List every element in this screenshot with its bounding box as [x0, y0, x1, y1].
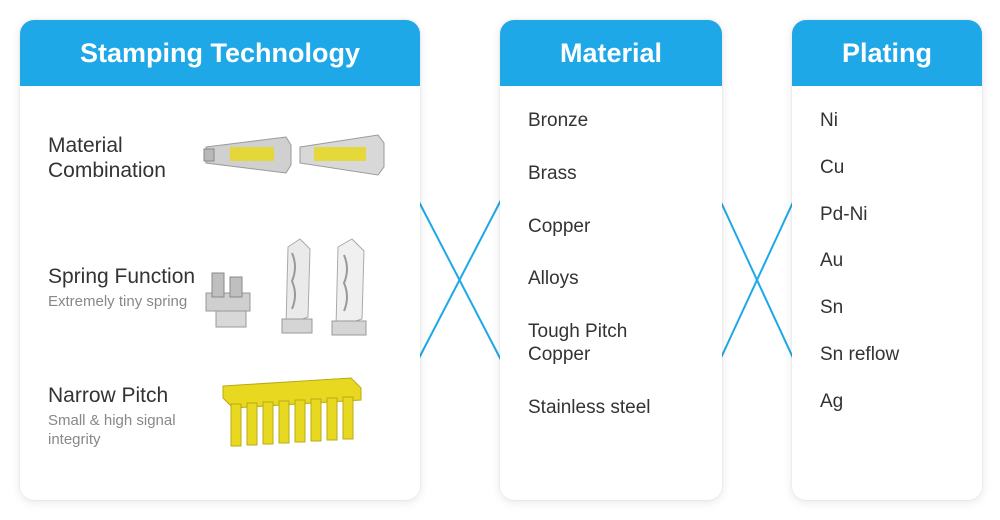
- material-title: Material: [560, 38, 662, 69]
- list-item: Brass: [528, 163, 694, 186]
- material-list: Bronze Brass Copper Alloys Tough Pitch C…: [528, 110, 694, 420]
- terminal-pair-icon: [198, 110, 392, 210]
- stamping-row-text: Spring Function Extremely tiny spring: [48, 264, 198, 312]
- stamping-row-text: Material Combination: [48, 133, 198, 187]
- row-subtitle: Small & high signal integrity: [48, 412, 198, 450]
- material-header: Material: [500, 20, 722, 86]
- list-item: Ni: [820, 110, 954, 133]
- list-item: Sn reflow: [820, 344, 954, 367]
- cross-connector-1: [418, 200, 501, 360]
- infographic-layout: Stamping Technology Material Combination: [20, 20, 980, 500]
- cross-connector-2: [720, 200, 794, 360]
- stamping-row-material-combination: Material Combination: [48, 110, 392, 210]
- stamping-row-text: Narrow Pitch Small & high signal integri…: [48, 383, 198, 450]
- list-item: Ag: [820, 391, 954, 414]
- pitch-comb-icon: [198, 366, 392, 466]
- stamping-title: Stamping Technology: [80, 38, 360, 69]
- plating-list: Ni Cu Pd-Ni Au Sn Sn reflow Ag: [820, 110, 954, 414]
- stamping-row-narrow-pitch: Narrow Pitch Small & high signal integri…: [48, 366, 392, 466]
- list-item: Pd-Ni: [820, 204, 954, 227]
- list-item: Stainless steel: [528, 397, 694, 420]
- list-item: Alloys: [528, 268, 694, 291]
- plating-card: Plating Ni Cu Pd-Ni Au Sn Sn reflow Ag: [792, 20, 982, 500]
- list-item: Cu: [820, 157, 954, 180]
- material-body: Bronze Brass Copper Alloys Tough Pitch C…: [500, 86, 722, 444]
- list-item: Au: [820, 250, 954, 273]
- spring-parts-icon: [198, 238, 392, 338]
- row-title: Narrow Pitch: [48, 383, 198, 408]
- stamping-body: Material Combination: [20, 86, 420, 490]
- plating-body: Ni Cu Pd-Ni Au Sn Sn reflow Ag: [792, 86, 982, 438]
- row-title: Material Combination: [48, 133, 198, 183]
- stamping-card: Stamping Technology Material Combination: [20, 20, 420, 500]
- row-title: Spring Function: [48, 264, 198, 289]
- stamping-row-spring-function: Spring Function Extremely tiny spring: [48, 238, 392, 338]
- row-subtitle: Extremely tiny spring: [48, 293, 198, 312]
- list-item: Bronze: [528, 110, 694, 133]
- plating-title: Plating: [842, 38, 932, 69]
- stamping-header: Stamping Technology: [20, 20, 420, 86]
- plating-header: Plating: [792, 20, 982, 86]
- list-item: Sn: [820, 297, 954, 320]
- material-card: Material Bronze Brass Copper Alloys Toug…: [500, 20, 722, 500]
- list-item: Copper: [528, 216, 694, 239]
- list-item: Tough Pitch Copper: [528, 321, 694, 367]
